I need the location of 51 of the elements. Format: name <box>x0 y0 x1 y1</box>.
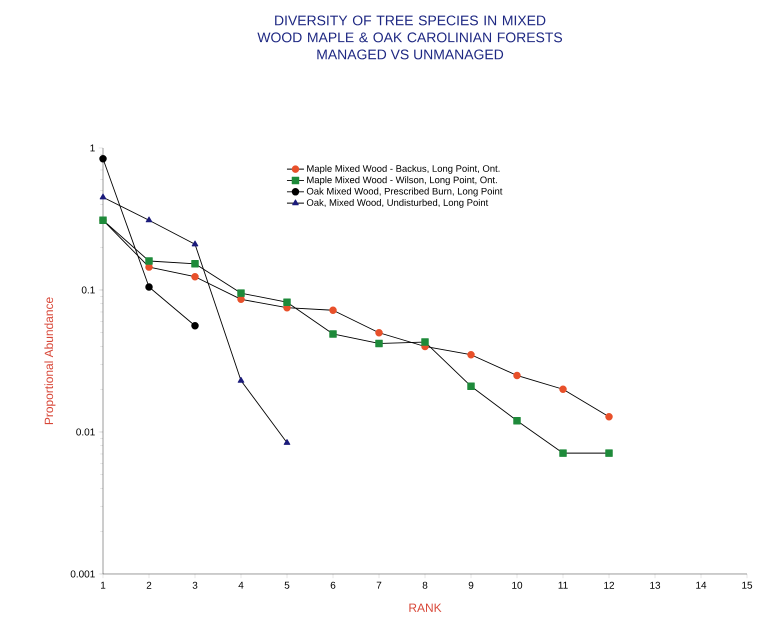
point <box>513 417 521 424</box>
legend-label: Maple Mixed Wood - Wilson, Long Point, Ont. <box>307 176 497 186</box>
legend-label: Oak Mixed Wood, Prescribed Burn, Long Point <box>306 188 502 196</box>
y-tick-label: 0.001 <box>70 570 95 578</box>
legend-label: Maple Mixed Wood - Backus, Long Point, Ont. <box>307 164 500 174</box>
point <box>375 328 383 336</box>
point <box>191 322 199 330</box>
y-axis-title: Proportional Abundance <box>44 297 56 424</box>
x-tick-label: 10 <box>512 582 522 589</box>
x-tick-label: 9 <box>468 582 474 589</box>
point <box>146 216 152 222</box>
x-axis-title: RANK <box>409 604 442 612</box>
x-tick-label: 3 <box>192 582 198 589</box>
y-tick-label: 0.01 <box>76 428 95 436</box>
chart-subtitle: MANAGED VS UNMANAGED <box>317 50 504 60</box>
x-tick-label: 1 <box>101 582 106 589</box>
y-tick-label: 1 <box>90 144 95 152</box>
x-tick-label: 5 <box>284 582 290 589</box>
point <box>283 298 291 306</box>
chart-title: DIVERSITY OF TREE SPECIES IN MIXED WOOD MAPLE & OAK CAROLINIAN FORESTS <box>257 16 562 42</box>
point <box>605 449 613 457</box>
point <box>559 449 567 457</box>
x-tick-label: 4 <box>238 582 244 589</box>
point <box>513 372 521 380</box>
x-tick-label: 14 <box>696 582 706 589</box>
x-tick-label: 7 <box>376 582 382 589</box>
x-tick-label: 6 <box>330 582 336 589</box>
point <box>467 350 475 358</box>
point <box>99 155 107 162</box>
x-tick-label: 2 <box>146 582 152 589</box>
point <box>329 330 337 338</box>
point <box>329 306 337 314</box>
x-tick-label: 11 <box>558 582 568 589</box>
legend-label: Oak, Mixed Wood, Undisturbed, Long Point <box>306 198 488 208</box>
point <box>145 283 153 291</box>
point <box>421 338 429 346</box>
point <box>100 193 106 200</box>
point <box>237 289 245 297</box>
x-tick-label: 15 <box>742 582 752 589</box>
y-tick-label: 0.1 <box>82 286 95 294</box>
point <box>467 382 475 390</box>
x-tick-label: 13 <box>650 582 660 589</box>
x-tick-label: 12 <box>604 582 614 589</box>
point <box>191 272 199 280</box>
point <box>191 260 199 268</box>
point <box>238 376 244 383</box>
point <box>284 439 290 445</box>
point <box>192 240 198 246</box>
point <box>605 413 613 420</box>
x-tick-label: 8 <box>422 582 428 589</box>
point <box>559 386 567 393</box>
